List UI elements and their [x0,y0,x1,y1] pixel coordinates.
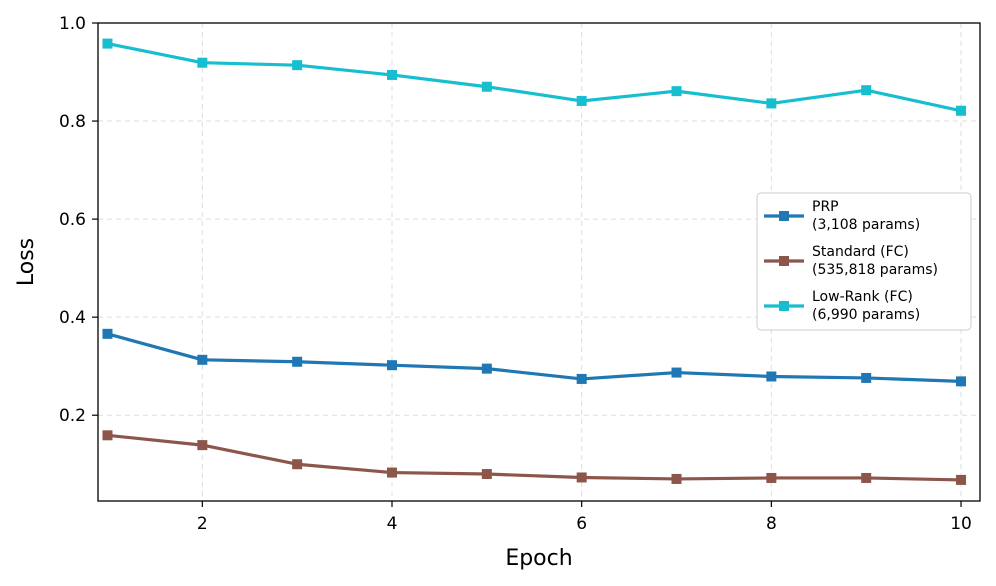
legend-box [756,192,972,331]
data-point-marker [292,356,303,367]
data-point-marker [861,472,872,483]
y-tick-label: 0.6 [59,210,86,230]
data-point-marker [481,81,492,92]
legend-marker [779,301,789,311]
data-point-marker [292,60,303,71]
data-point-marker [102,430,113,441]
series-line-1 [107,433,962,482]
data-point-marker [576,373,587,384]
data-point-marker [956,376,967,387]
data-point-marker [956,474,967,485]
data-point-marker [766,371,777,382]
legend-label-params: (3,108 params) [812,217,920,233]
y-tick-label: 0.2 [59,406,86,426]
legend-label: Low-Rank (FC) [812,289,913,305]
data-point-marker [576,95,587,106]
y-tick-label: 0.8 [59,112,86,132]
data-point-marker [766,472,777,483]
plot-area-frame [97,22,981,502]
legend-label: Standard (FC) [812,244,909,260]
data-point-marker [671,86,682,97]
data-point-marker [481,469,492,480]
data-point-marker [766,98,777,109]
data-point-marker [861,85,872,96]
x-tick-label: 2 [197,514,208,534]
x-tick-label: 8 [766,514,777,534]
series-line-0 [107,332,962,383]
data-point-marker [387,69,397,80]
data-point-marker [197,354,208,365]
legend-label-params: (535,818 params) [812,262,938,278]
data-point-marker [481,363,492,374]
x-tick-label: 6 [576,514,587,534]
data-point-marker [671,473,682,484]
data-point-marker [576,472,587,483]
series-lines [102,38,967,485]
data-point-marker [387,360,397,371]
data-point-marker [102,328,113,339]
data-point-marker [197,57,208,68]
x-axis-label: Epoch [505,546,572,571]
data-point-marker [292,459,303,470]
legend-marker [779,256,789,266]
series-line-2 [107,42,962,113]
legend-label-params: (6,990 params) [812,307,920,323]
data-point-marker [861,372,872,383]
data-point-marker [387,467,397,478]
data-point-marker [956,105,967,116]
legend: PRP (3,108 params) Standard (FC) (535,818 p… [756,192,972,331]
y-tick-label: 1.0 [59,14,86,34]
x-tick-label: 10 [950,514,972,534]
axis-ticks: 2 4 6 8 10 0.2 0.4 0.6 0.8 1.0 [59,14,972,534]
y-axis-label: Loss [14,238,39,286]
x-tick-label: 4 [387,514,398,534]
legend-marker [779,211,789,221]
legend-label: PRP [812,199,839,215]
data-point-marker [197,440,208,451]
data-point-marker [671,367,682,378]
data-point-marker [102,38,113,49]
y-tick-label: 0.4 [59,308,86,328]
